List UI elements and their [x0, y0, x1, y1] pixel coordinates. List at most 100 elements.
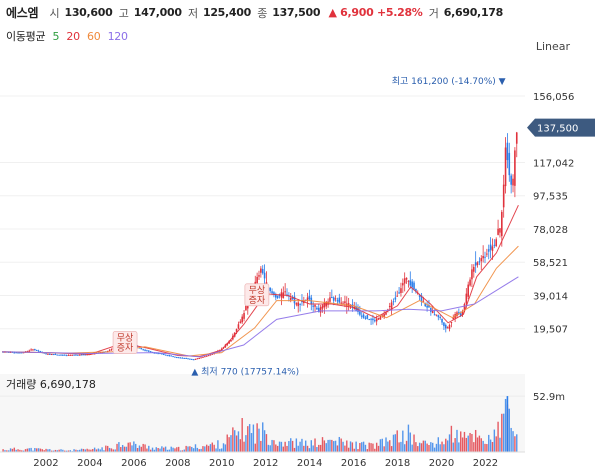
candle-body: [190, 358, 193, 360]
ma60-legend[interactable]: 60: [87, 30, 101, 43]
ma120-legend[interactable]: 120: [107, 30, 128, 43]
volume-bar: [52, 450, 55, 452]
candle-body: [271, 291, 273, 294]
candle-body: [486, 253, 488, 255]
volume-bar: [334, 440, 337, 452]
candle-body: [321, 305, 324, 309]
volume-bar: [239, 439, 242, 452]
candle-body: [297, 302, 300, 307]
volume-bar: [11, 448, 14, 452]
candle-body: [179, 357, 182, 359]
x-tick-label: 2018: [385, 458, 410, 469]
candle-body: [359, 311, 361, 315]
stock-name: 에스엠: [6, 6, 39, 20]
ma120-line: [1, 276, 519, 358]
candle-body: [329, 297, 331, 302]
candle-body: [501, 211, 503, 237]
volume-bar: [495, 436, 497, 452]
candle-body: [177, 357, 180, 359]
candle-body: [108, 349, 111, 351]
candle-body: [510, 175, 512, 185]
candle-body: [196, 358, 199, 360]
price-tick-label: 97,535: [533, 192, 568, 203]
volume-bar: [226, 434, 228, 452]
candle-body: [261, 268, 264, 274]
candle-body: [484, 256, 486, 258]
volume-bar: [314, 438, 316, 452]
volume-bar: [185, 445, 187, 452]
volume-bar: [213, 444, 215, 452]
candle-body: [138, 347, 141, 349]
candle-body: [67, 354, 70, 356]
volume-bar: [230, 435, 232, 452]
candle-body: [319, 307, 322, 313]
volume-bar: [168, 449, 171, 452]
candle-body: [170, 355, 173, 357]
volume-bar: [13, 447, 16, 452]
volume-bar: [215, 448, 217, 452]
volume-bar: [308, 448, 311, 452]
candle-body: [334, 298, 337, 300]
candle-body: [54, 354, 57, 356]
volume-bar: [248, 424, 251, 452]
candle-body: [362, 314, 365, 318]
candle-body: [366, 315, 369, 319]
candle-body: [69, 354, 72, 356]
event-marker-label: 증자: [117, 343, 134, 354]
volume-bar: [368, 442, 370, 452]
volume-bar: [177, 446, 180, 452]
volume-bar: [428, 445, 430, 452]
volume-bar: [129, 442, 131, 452]
volume-bar-peak: [506, 396, 509, 452]
candle-body: [82, 354, 85, 356]
candle-body: [166, 355, 169, 357]
volume-bar: [183, 449, 185, 452]
ma5-legend[interactable]: 5: [52, 30, 60, 43]
volume-bar: [140, 446, 143, 452]
volume-bar: [245, 435, 247, 452]
candle-body: [418, 295, 421, 297]
volume-bar: [192, 448, 195, 452]
scale-toggle[interactable]: Linear: [535, 40, 570, 53]
volume-bar: [390, 446, 393, 452]
candle-body: [431, 310, 434, 314]
volume-bar: [241, 418, 243, 452]
candle-body: [289, 297, 292, 300]
volume-bar: [90, 449, 92, 452]
volume-bar: [432, 442, 434, 452]
volume-bar: [342, 441, 344, 452]
volume-bar: [28, 448, 30, 452]
event-marker-label: 증자: [249, 295, 266, 306]
candle-body: [514, 150, 516, 186]
volume-bar: [262, 422, 264, 452]
candle-body: [323, 302, 326, 308]
volume-bar: [153, 449, 156, 452]
candle-body: [394, 297, 397, 300]
candle-body: [443, 322, 445, 327]
volume-bar: [318, 444, 320, 452]
volume-bar: [411, 444, 413, 452]
volume-bar: [359, 442, 361, 452]
volume-bar: [400, 441, 402, 452]
x-tick-label: 2022: [473, 458, 498, 469]
candle-body: [9, 351, 12, 353]
candle-body: [204, 356, 206, 358]
volume-bar: [385, 437, 387, 452]
candle-body: [489, 244, 492, 250]
volume-bar: [351, 442, 354, 452]
volume-bar: [166, 449, 169, 452]
volume-bar: [426, 443, 428, 452]
volume-bar: [93, 447, 96, 452]
volume-bar: [460, 431, 462, 452]
candle-body: [472, 266, 475, 272]
volume-bar: [217, 440, 219, 452]
ma20-legend[interactable]: 20: [66, 30, 80, 43]
volume-bar: [450, 425, 453, 452]
volume-bar: [32, 450, 34, 452]
candle-body: [149, 351, 152, 353]
volume-bar: [493, 429, 496, 452]
candle-body: [469, 279, 471, 286]
candle-body: [502, 184, 505, 208]
candle-body: [15, 352, 17, 354]
